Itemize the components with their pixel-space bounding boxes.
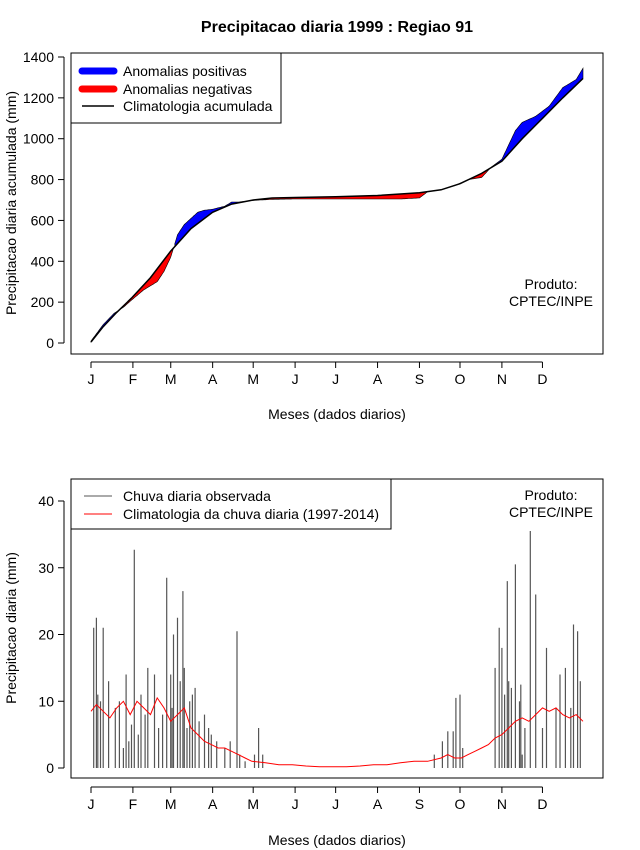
x-tick-label: J	[88, 796, 95, 812]
climatology-line	[90, 696, 584, 768]
y-tick-label: 20	[38, 627, 54, 643]
negative-anomaly-area	[248, 189, 440, 202]
positive-anomaly-area	[174, 200, 248, 248]
y-tick-label: 200	[31, 294, 55, 310]
legend-climatology-label: Climatologia acumulada	[123, 98, 273, 114]
x-tick-label: S	[415, 371, 424, 387]
x-tick-label: N	[497, 796, 507, 812]
x-axis-label: Meses (dados diarios)	[268, 832, 406, 848]
x-tick-label: M	[247, 796, 259, 812]
y-tick-label: 0	[46, 335, 54, 351]
plot-frame	[70, 52, 604, 355]
line-layer	[90, 77, 584, 343]
y-tick-label: 30	[38, 560, 54, 576]
cumulative-precipitation-chart: 0 200 400 600 800 1000 1200 1400 J F M A M J J A S O N D M…	[3, 49, 604, 422]
climatology-line-layer	[90, 696, 584, 768]
x-tick-label: M	[165, 371, 177, 387]
positive-anomaly-area	[490, 67, 584, 169]
x-tick-label: A	[373, 796, 383, 812]
product-label: Produto:	[525, 487, 578, 503]
product-label: Produto:	[525, 276, 578, 292]
x-tick-label: O	[455, 371, 466, 387]
y-axis: 0 10 20 30 40	[38, 493, 65, 776]
legend-box	[70, 478, 392, 530]
legend-observed-label: Chuva diaria observada	[123, 488, 271, 504]
x-tick-label: J	[292, 796, 299, 812]
y-tick-label: 600	[31, 212, 55, 228]
legend-climatology-label: Climatologia da chuva diaria (1997-2014)	[123, 506, 379, 522]
legend: Anomalias positivas Anomalias negativas …	[70, 52, 282, 124]
legend: Chuva diaria observada Climatologia da c…	[70, 478, 392, 530]
climatology-line	[90, 77, 584, 343]
x-tick-label: J	[332, 371, 339, 387]
x-tick-label: J	[332, 796, 339, 812]
y-axis-label: Precipitacao diaria (mm)	[3, 552, 19, 704]
y-tick-label: 1200	[23, 90, 54, 106]
x-tick-label: J	[88, 371, 95, 387]
legend-negative-label: Anomalias negativas	[123, 81, 252, 97]
x-tick-label: A	[208, 371, 218, 387]
x-tick-label: D	[537, 371, 547, 387]
x-axis-label: Meses (dados diarios)	[268, 406, 406, 422]
y-tick-label: 0	[46, 760, 54, 776]
observed-rain-bars	[93, 531, 581, 768]
x-tick-label: S	[415, 796, 424, 812]
product-source: CPTEC/INPE	[509, 293, 593, 309]
daily-precipitation-chart: 0 10 20 30 40 J F M A M J J A S O N D Meses (dados diar…	[3, 478, 604, 848]
x-tick-label: A	[208, 796, 218, 812]
x-tick-label: J	[292, 371, 299, 387]
x-tick-label: F	[129, 796, 138, 812]
product-source: CPTEC/INPE	[509, 504, 593, 520]
y-axis-label: Precipitacao diaria acumulada (mm)	[3, 91, 19, 315]
y-axis: 0 200 400 600 800 1000 1200 1400	[23, 49, 65, 351]
x-tick-label: A	[373, 371, 383, 387]
x-tick-label: N	[497, 371, 507, 387]
y-tick-label: 400	[31, 253, 55, 269]
y-tick-label: 1000	[23, 131, 54, 147]
x-tick-label: D	[537, 796, 547, 812]
x-tick-label: O	[455, 796, 466, 812]
y-tick-label: 800	[31, 172, 55, 188]
x-tick-label: M	[165, 796, 177, 812]
x-tick-label: M	[247, 371, 259, 387]
y-tick-label: 1400	[23, 49, 54, 65]
chart-title: Precipitacao diaria 1999 : Regiao 91	[201, 19, 473, 36]
legend-positive-label: Anomalias positivas	[123, 63, 247, 79]
y-tick-label: 40	[38, 493, 54, 509]
y-tick-label: 10	[38, 693, 54, 709]
x-tick-label: F	[129, 371, 138, 387]
